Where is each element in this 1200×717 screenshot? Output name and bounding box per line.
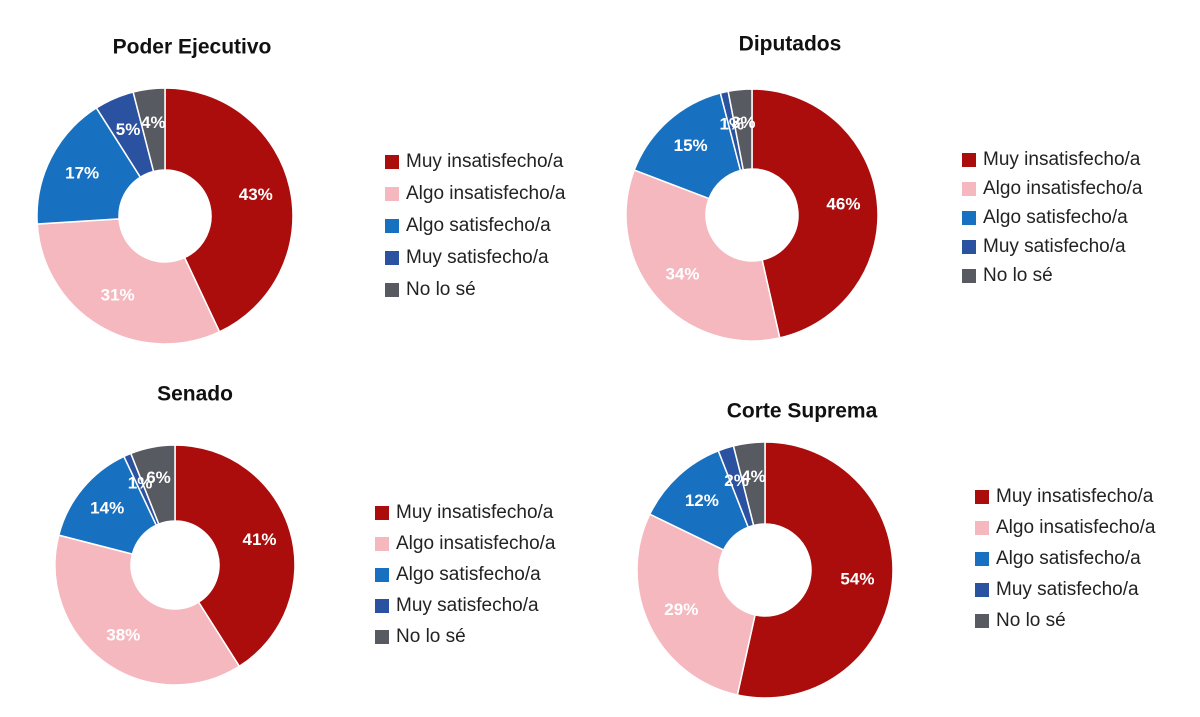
value-label: 38% [106,626,140,645]
donut-segment [625,169,781,342]
chart-title: Corte Suprema [727,400,878,423]
legend-label: Muy satisfecho/a [996,579,1139,600]
legend-label: Algo insatisfecho/a [983,178,1143,199]
legend-swatch [962,211,976,225]
legend-swatch [385,155,399,169]
value-label: 4% [741,467,766,486]
donut-segment [736,441,894,699]
legend-label: Muy satisfecho/a [406,247,549,268]
value-label: 1% [719,115,744,134]
legend-swatch [975,552,989,566]
legend-swatch [375,599,389,613]
legend-swatch [975,583,989,597]
legend-swatch [975,521,989,535]
donut-segment [54,534,241,686]
legend-label: Algo insatisfecho/a [996,517,1156,538]
value-label: 5% [116,120,141,139]
legend-swatch [962,153,976,167]
legend-label: Muy insatisfecho/a [996,486,1154,507]
donut-segment [36,218,221,345]
legend-swatch [385,283,399,297]
legend-label: No lo sé [396,626,466,647]
legend-swatch [975,490,989,504]
legend-label: No lo sé [406,279,476,300]
donut-segment [164,87,294,333]
value-label: 54% [840,570,874,589]
legend-label: No lo sé [996,610,1066,631]
legend-swatch [375,537,389,551]
value-label: 12% [685,491,719,510]
value-label: 2% [724,471,749,490]
legend-label: Algo satisfecho/a [396,564,541,585]
legend-swatch [975,614,989,628]
value-label: 15% [674,136,708,155]
chart-title: Diputados [739,33,842,56]
donut-segment [129,444,176,526]
legend-label: Muy insatisfecho/a [406,151,564,172]
legend-label: No lo sé [983,265,1053,286]
donut-segment [132,87,166,173]
value-label: 17% [65,163,99,182]
legend-swatch [962,240,976,254]
value-label: 14% [90,498,124,517]
donut-segment [732,441,766,527]
donut-segment [636,513,756,696]
legend-label: Algo satisfecho/a [406,215,551,236]
legend-label: Muy satisfecho/a [396,595,539,616]
donut-segment [727,88,753,171]
value-label: 4% [141,113,166,132]
legend-label: Muy insatisfecho/a [396,502,554,523]
legend-swatch [962,269,976,283]
value-label: 3% [731,113,756,132]
legend-label: Algo satisfecho/a [983,207,1128,228]
legend-swatch [385,251,399,265]
legend-swatch [962,182,976,196]
legend-label: Algo satisfecho/a [996,548,1141,569]
legend-label: Muy satisfecho/a [983,236,1126,257]
value-label: 43% [239,185,273,204]
value-label: 1% [128,474,153,493]
legend-label: Muy insatisfecho/a [983,149,1141,170]
chart-title: Senado [157,383,233,406]
value-label: 41% [242,530,276,549]
legend-label: Algo insatisfecho/a [406,183,566,204]
value-label: 34% [665,265,699,284]
legend-swatch [375,568,389,582]
value-label: 29% [664,600,698,619]
value-label: 31% [101,286,135,305]
legend-swatch [375,630,389,644]
legend-swatch [375,506,389,520]
value-label: 46% [826,194,860,213]
donut-segment [633,92,742,200]
chart-title: Poder Ejecutivo [113,36,272,59]
legend-label: Algo insatisfecho/a [396,533,556,554]
legend-swatch [385,219,399,233]
donut-segment [751,88,879,339]
value-label: 6% [146,468,171,487]
legend-swatch [385,187,399,201]
